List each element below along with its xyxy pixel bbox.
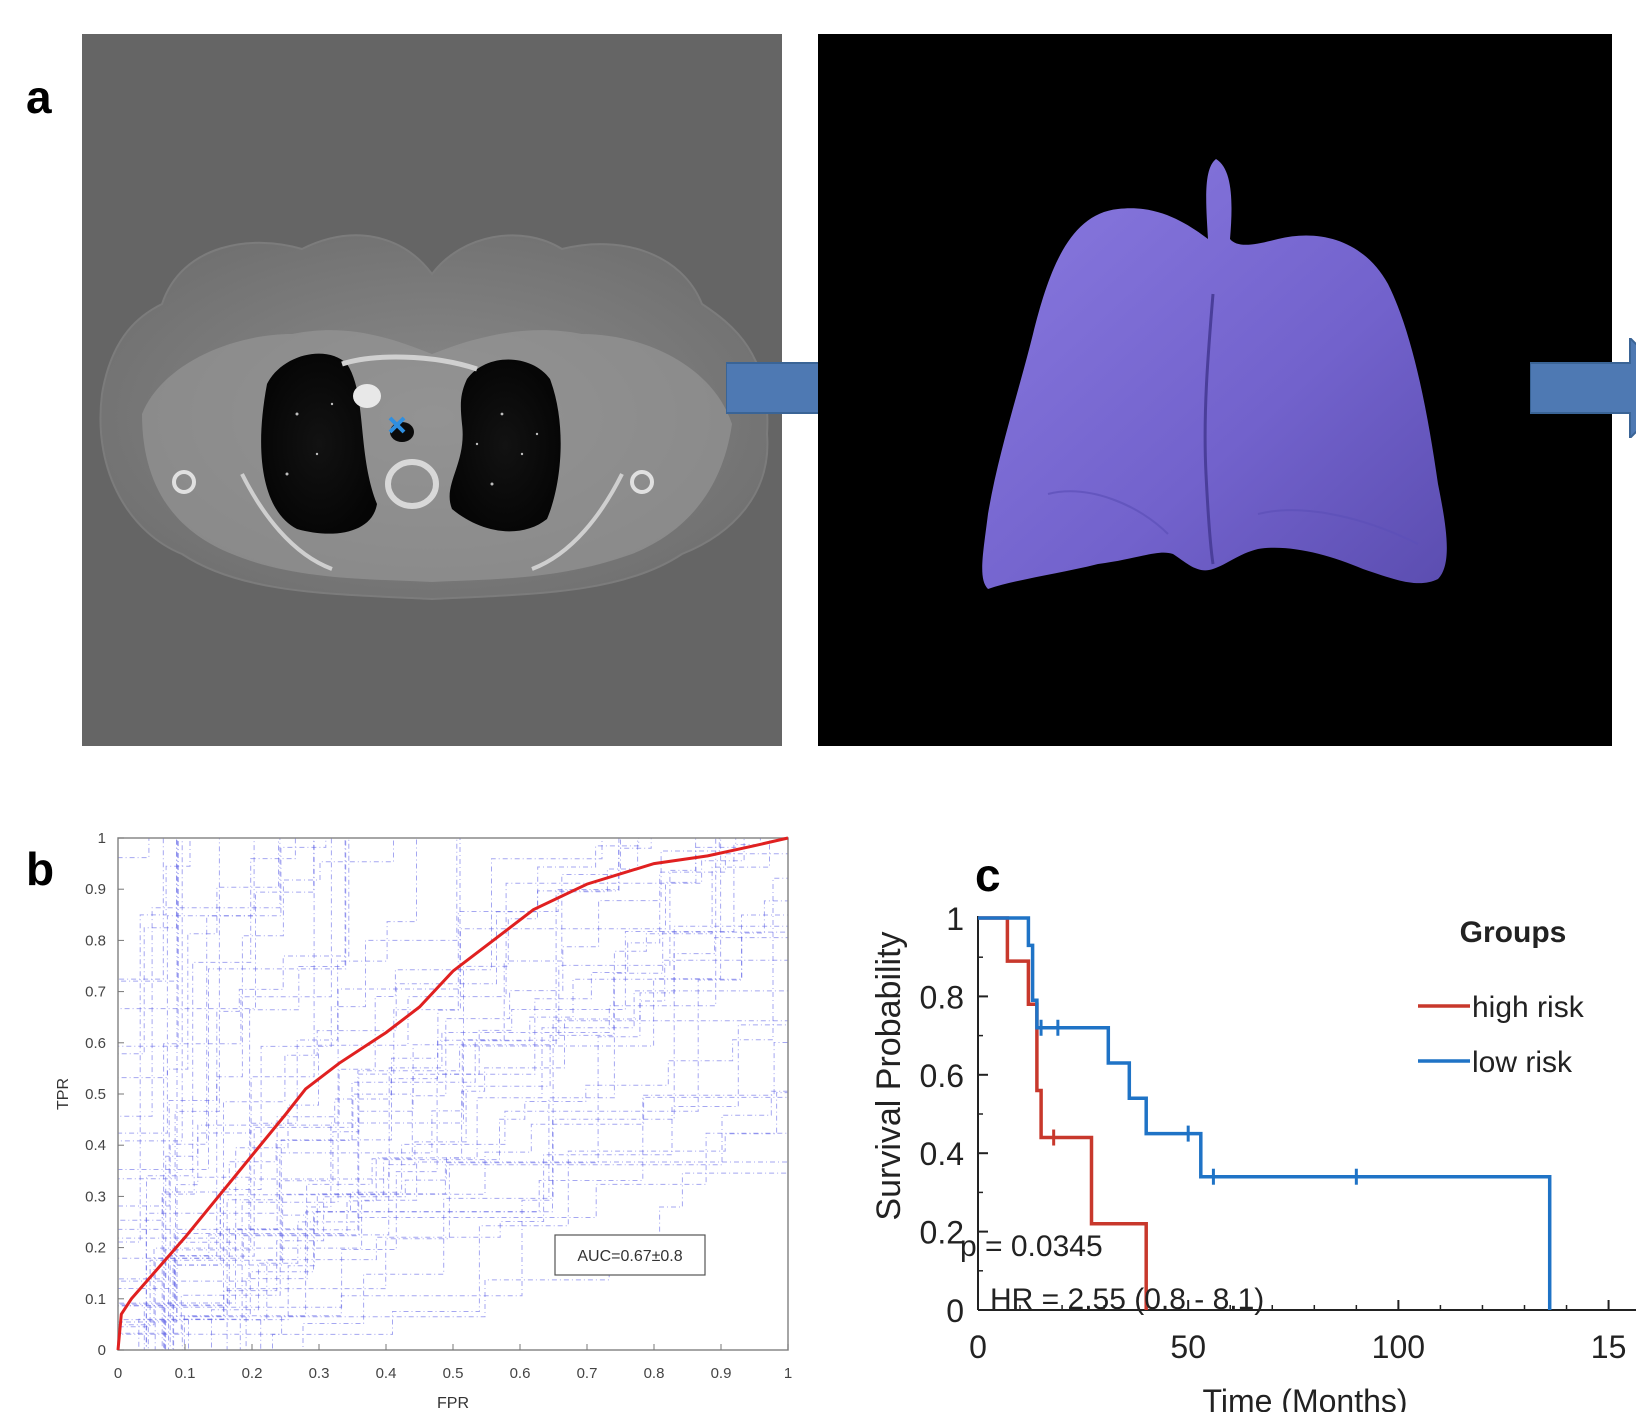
roc-fold-curve [118, 838, 789, 1351]
roc-x-tick-label: 0.1 [175, 1365, 196, 1382]
roc-chart: 0 0.1 0.2 0.3 0.4 0.5 0.6 0.7 0.8 0.9 1 0 0.1 0.2 0.3… [55, 830, 792, 1412]
ct-right-lung [261, 353, 377, 534]
panel-label-b: b [26, 843, 55, 895]
ct-vessel [353, 384, 381, 408]
roc-y-tick-label: 0.1 [85, 1291, 106, 1308]
roc-fold-curve [117, 837, 788, 1350]
roc-y-tick-label: 0.4 [85, 1137, 106, 1154]
km-y-axis-label: Survival Probability [870, 931, 908, 1220]
roc-x-tick-label: 1 [784, 1365, 792, 1382]
roc-x-tick-label: 0.6 [510, 1365, 531, 1382]
roc-fold-curve [117, 838, 789, 1350]
legend-low-risk-label: low risk [1472, 1046, 1573, 1079]
km-chart: 0 50 100 15 0 0.2 0.4 0.6 0.8 1 Survival Probabi… [870, 901, 1636, 1412]
roc-y-tick-label: 0.2 [85, 1240, 106, 1257]
roc-x-tick-label: 0.8 [644, 1365, 665, 1382]
roc-fold-curve [118, 837, 788, 1351]
roc-fold-curve [117, 837, 788, 1350]
roc-fold-curve [118, 837, 788, 1351]
roc-mean-curve [116, 836, 789, 1351]
roc-fold-curve [117, 838, 789, 1350]
panel-label-c: c [975, 849, 1001, 901]
km-y-tick-label: 0.8 [920, 979, 964, 1015]
roc-fold-curve [118, 837, 788, 1351]
roc-fold-curve [117, 837, 788, 1350]
roc-fold-curve [117, 837, 788, 1350]
legend-high-risk-label: high risk [1472, 991, 1585, 1024]
roc-fold-curve [117, 837, 788, 1350]
roc-y-tick-label: 0.6 [85, 1035, 106, 1052]
lung-3d-render-image [818, 34, 1612, 746]
roc-x-tick-label: 0.4 [376, 1365, 397, 1382]
roc-fold-curve [118, 837, 788, 1351]
ct-seed-marker-icon [388, 416, 406, 434]
ct-axial-slice-image [82, 34, 782, 746]
roc-fold-curve [117, 838, 789, 1350]
roc-y-tick-label: 0.7 [85, 984, 106, 1001]
km-y-tick-label: 0.2 [920, 1215, 964, 1251]
roc-y-tick-label: 1 [98, 830, 106, 847]
auc-box [554, 1234, 706, 1276]
roc-fold-curve [117, 837, 788, 1350]
km-x-tick-label: 0 [969, 1329, 987, 1365]
roc-fold-curve [118, 838, 789, 1351]
km-x-tick-label: 15 [1591, 1329, 1627, 1365]
roc-fold-curve [118, 837, 788, 1351]
roc-fold-curve [118, 837, 788, 1351]
roc-y-tick-label: 0.9 [85, 881, 106, 898]
arrow-right-icon-2 [1530, 338, 1636, 438]
roc-fold-curve [118, 837, 788, 1351]
auc-annotation: AUC=0.67±0.8 [577, 1248, 682, 1265]
legend-title: Groups [1460, 916, 1567, 949]
roc-y-axis-label: TPR [55, 1078, 72, 1110]
ct-vertebra [385, 459, 439, 509]
panel-label-a: a [26, 71, 52, 123]
roc-fold-curve [118, 838, 789, 1351]
km-y-tick-label: 0.6 [920, 1058, 964, 1094]
lung-surface [982, 159, 1447, 589]
roc-fold-curve [118, 837, 788, 1351]
p-value-annotation: p = 0.0345 [960, 1230, 1103, 1263]
hr-annotation: HR = 2.55 (0.8 - 8.1) [990, 1283, 1264, 1316]
roc-y-tick-label: 0.5 [85, 1086, 106, 1103]
roc-y-tick-label: 0.3 [85, 1188, 106, 1205]
km-y-tick-label: 0 [946, 1293, 964, 1329]
roc-x-tick-label: 0.5 [443, 1365, 464, 1382]
roc-fold-curve [117, 837, 788, 1350]
roc-fold-curve [117, 838, 789, 1350]
roc-x-tick-label: 0 [114, 1365, 122, 1382]
roc-x-tick-label: 0.7 [577, 1365, 598, 1382]
km-y-tick-label: 0.4 [920, 1136, 964, 1172]
roc-fold-curve [117, 838, 789, 1350]
km-x-tick-label: 50 [1170, 1329, 1206, 1365]
roc-fold-curve [118, 837, 788, 1351]
roc-fold-curve [118, 837, 788, 1351]
km-y-tick-label: 1 [946, 901, 964, 937]
roc-fold-curve [118, 838, 789, 1351]
roc-fold-curve [117, 837, 788, 1350]
roc-fold-curve [118, 838, 789, 1351]
km-x-tick-label: 100 [1372, 1329, 1425, 1365]
roc-y-tick-label: 0.8 [85, 932, 106, 949]
ct-left-lung [449, 359, 561, 532]
km-low-risk-curve [978, 916, 1552, 1310]
roc-x-tick-label: 0.9 [711, 1365, 732, 1382]
roc-x-tick-label: 0.2 [242, 1365, 263, 1382]
roc-x-axis-label: FPR [437, 1395, 469, 1412]
roc-fold-curve [118, 838, 789, 1351]
km-x-axis-label: Time (Months) [1202, 1383, 1407, 1412]
roc-y-tick-label: 0 [98, 1342, 106, 1359]
km-high-risk-curve [978, 916, 1148, 1310]
roc-x-tick-label: 0.3 [309, 1365, 330, 1382]
roc-fold-curve [118, 837, 788, 1351]
roc-fold-curve [117, 837, 788, 1350]
roc-fold-curve [118, 838, 789, 1351]
roc-fold-curve [118, 837, 788, 1351]
